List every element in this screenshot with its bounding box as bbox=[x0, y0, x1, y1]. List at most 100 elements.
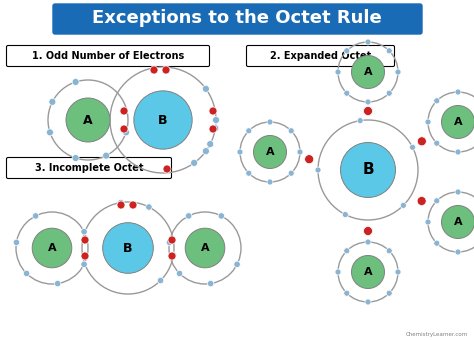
Circle shape bbox=[455, 189, 461, 195]
Text: 1. Odd Number of Electrons: 1. Odd Number of Electrons bbox=[32, 51, 184, 61]
Circle shape bbox=[23, 270, 30, 277]
Circle shape bbox=[352, 255, 384, 289]
Circle shape bbox=[202, 148, 210, 155]
Circle shape bbox=[434, 98, 440, 104]
Circle shape bbox=[163, 165, 171, 173]
Circle shape bbox=[234, 261, 240, 268]
Circle shape bbox=[170, 252, 177, 258]
Circle shape bbox=[209, 107, 217, 115]
Text: A: A bbox=[454, 117, 462, 127]
Circle shape bbox=[254, 136, 286, 169]
Circle shape bbox=[208, 280, 214, 287]
Circle shape bbox=[417, 197, 426, 205]
Circle shape bbox=[342, 211, 348, 218]
Text: A: A bbox=[48, 243, 56, 253]
Circle shape bbox=[410, 144, 416, 150]
Circle shape bbox=[364, 226, 373, 236]
Circle shape bbox=[81, 228, 87, 235]
Circle shape bbox=[386, 248, 392, 254]
Circle shape bbox=[103, 152, 109, 159]
Text: A: A bbox=[364, 67, 372, 77]
Circle shape bbox=[344, 48, 350, 54]
Text: 2. Expanded Octet: 2. Expanded Octet bbox=[270, 51, 371, 61]
FancyBboxPatch shape bbox=[7, 46, 210, 67]
Circle shape bbox=[120, 125, 128, 133]
Circle shape bbox=[55, 280, 61, 287]
Circle shape bbox=[434, 240, 440, 246]
Circle shape bbox=[267, 119, 273, 125]
Circle shape bbox=[157, 277, 164, 284]
FancyBboxPatch shape bbox=[246, 46, 394, 67]
Circle shape bbox=[129, 201, 137, 209]
Circle shape bbox=[386, 48, 392, 54]
Circle shape bbox=[441, 205, 474, 238]
Circle shape bbox=[365, 39, 371, 45]
Circle shape bbox=[168, 236, 176, 244]
Text: Exceptions to the Octet Rule: Exceptions to the Octet Rule bbox=[92, 9, 382, 27]
Circle shape bbox=[335, 69, 341, 75]
Circle shape bbox=[344, 290, 350, 296]
Circle shape bbox=[395, 269, 401, 275]
Circle shape bbox=[352, 55, 384, 88]
Circle shape bbox=[46, 129, 54, 136]
Text: A: A bbox=[201, 243, 210, 253]
Text: B: B bbox=[362, 163, 374, 177]
Circle shape bbox=[340, 142, 395, 198]
Circle shape bbox=[191, 159, 198, 166]
Circle shape bbox=[364, 106, 373, 116]
Text: B: B bbox=[123, 241, 133, 255]
Circle shape bbox=[176, 270, 183, 277]
Circle shape bbox=[72, 79, 79, 85]
Circle shape bbox=[81, 261, 87, 268]
Circle shape bbox=[297, 149, 303, 155]
Circle shape bbox=[103, 223, 153, 273]
Circle shape bbox=[434, 140, 440, 146]
Circle shape bbox=[168, 252, 176, 260]
Circle shape bbox=[455, 249, 461, 255]
Circle shape bbox=[335, 269, 341, 275]
Circle shape bbox=[202, 85, 210, 92]
Circle shape bbox=[185, 213, 192, 219]
Circle shape bbox=[72, 155, 79, 162]
Circle shape bbox=[386, 90, 392, 96]
Circle shape bbox=[166, 239, 173, 245]
FancyBboxPatch shape bbox=[53, 4, 422, 34]
Circle shape bbox=[288, 170, 294, 176]
Text: ChemistryLearner.com: ChemistryLearner.com bbox=[406, 332, 468, 337]
Circle shape bbox=[441, 105, 474, 138]
Circle shape bbox=[386, 290, 392, 296]
Circle shape bbox=[395, 69, 401, 75]
Circle shape bbox=[401, 202, 406, 208]
Text: A: A bbox=[266, 147, 274, 157]
Circle shape bbox=[146, 204, 152, 210]
Circle shape bbox=[162, 66, 170, 74]
Circle shape bbox=[305, 155, 314, 164]
Text: B: B bbox=[158, 114, 168, 126]
Circle shape bbox=[237, 149, 243, 155]
Circle shape bbox=[425, 219, 431, 225]
Circle shape bbox=[117, 201, 125, 209]
Circle shape bbox=[185, 228, 225, 268]
Circle shape bbox=[455, 89, 461, 95]
Circle shape bbox=[455, 149, 461, 155]
Circle shape bbox=[344, 90, 350, 96]
Text: 3. Incomplete Octet: 3. Incomplete Octet bbox=[35, 163, 143, 173]
Circle shape bbox=[218, 213, 225, 219]
Circle shape bbox=[49, 98, 56, 105]
Circle shape bbox=[365, 299, 371, 305]
Circle shape bbox=[344, 248, 350, 254]
Circle shape bbox=[246, 128, 252, 134]
Circle shape bbox=[288, 128, 294, 134]
Text: A: A bbox=[364, 267, 372, 277]
Circle shape bbox=[32, 213, 39, 219]
Circle shape bbox=[209, 125, 217, 133]
Circle shape bbox=[120, 107, 128, 115]
Circle shape bbox=[357, 118, 363, 124]
Circle shape bbox=[434, 198, 440, 204]
Circle shape bbox=[13, 239, 19, 245]
Circle shape bbox=[66, 98, 110, 142]
Circle shape bbox=[32, 228, 72, 268]
Circle shape bbox=[207, 140, 214, 148]
Circle shape bbox=[81, 252, 89, 260]
Circle shape bbox=[425, 119, 431, 125]
